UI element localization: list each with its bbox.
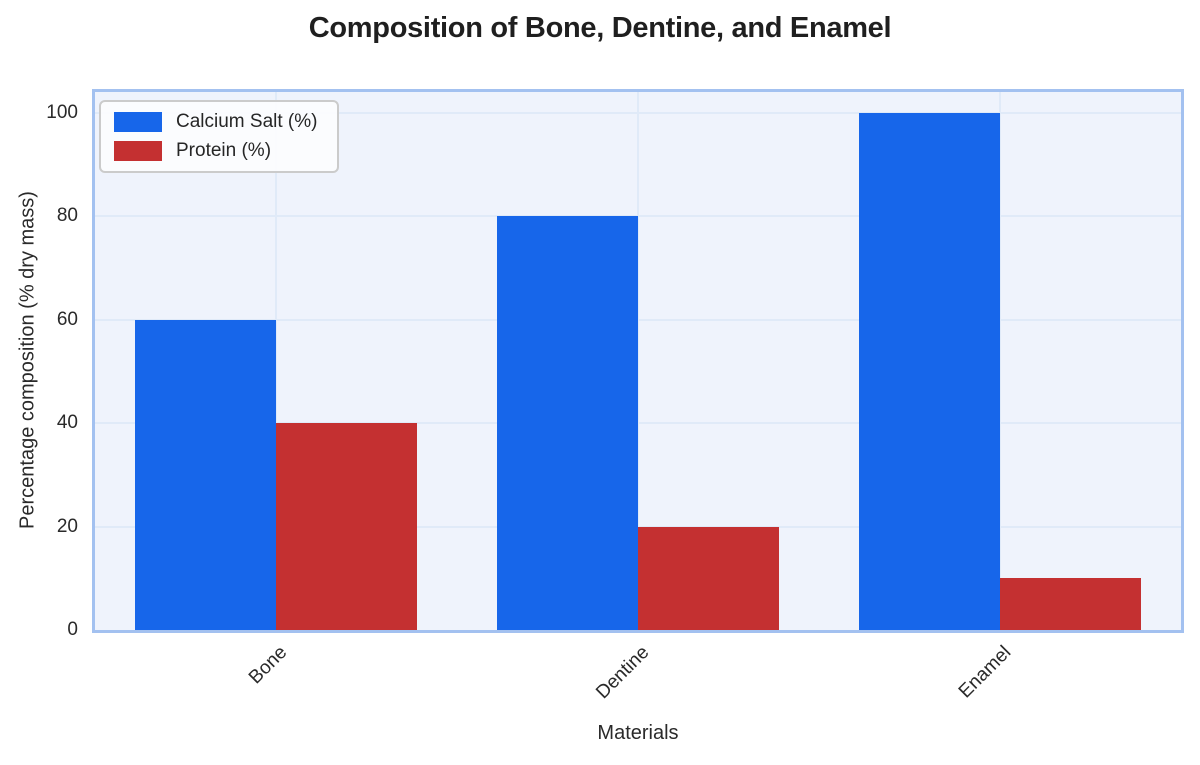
legend-item: Calcium Salt (%): [114, 111, 317, 133]
bar-protein-dentine: [638, 526, 779, 630]
bar-calcium-salt-enamel: [859, 112, 1000, 630]
legend-label: Calcium Salt (%): [176, 111, 318, 132]
y-tick-label: 40: [56, 412, 78, 434]
gridline-vertical: [999, 92, 1001, 630]
legend: Calcium Salt (%) Protein (%): [99, 100, 340, 173]
y-tick-label: 0: [67, 619, 78, 640]
x-tick-label: Dentine: [591, 642, 653, 704]
x-tick-label: Enamel: [954, 642, 1015, 703]
bar-calcium-salt-bone: [135, 319, 276, 630]
plot-area: [92, 89, 1184, 633]
bar-protein-enamel: [1000, 578, 1141, 630]
legend-item: Protein (%): [114, 140, 317, 162]
x-axis-title: Materials: [597, 722, 679, 744]
legend-swatch-protein: [114, 141, 162, 161]
x-tick-label: Bone: [244, 642, 291, 689]
y-axis-title: Percentage composition (% dry mass): [16, 191, 39, 529]
chart-title: Composition of Bone, Dentine, and Enamel: [308, 12, 892, 44]
gridline-vertical: [637, 92, 639, 630]
y-tick-label: 60: [56, 308, 78, 330]
gridline-vertical: [275, 92, 277, 630]
legend-swatch-calcium-salt: [114, 112, 162, 132]
y-tick-label: 100: [46, 101, 78, 123]
bar-calcium-salt-dentine: [497, 216, 638, 630]
bar-protein-bone: [276, 423, 417, 630]
y-tick-label: 20: [56, 515, 78, 537]
legend-label: Protein (%): [176, 140, 272, 161]
y-tick-label: 80: [56, 205, 78, 227]
